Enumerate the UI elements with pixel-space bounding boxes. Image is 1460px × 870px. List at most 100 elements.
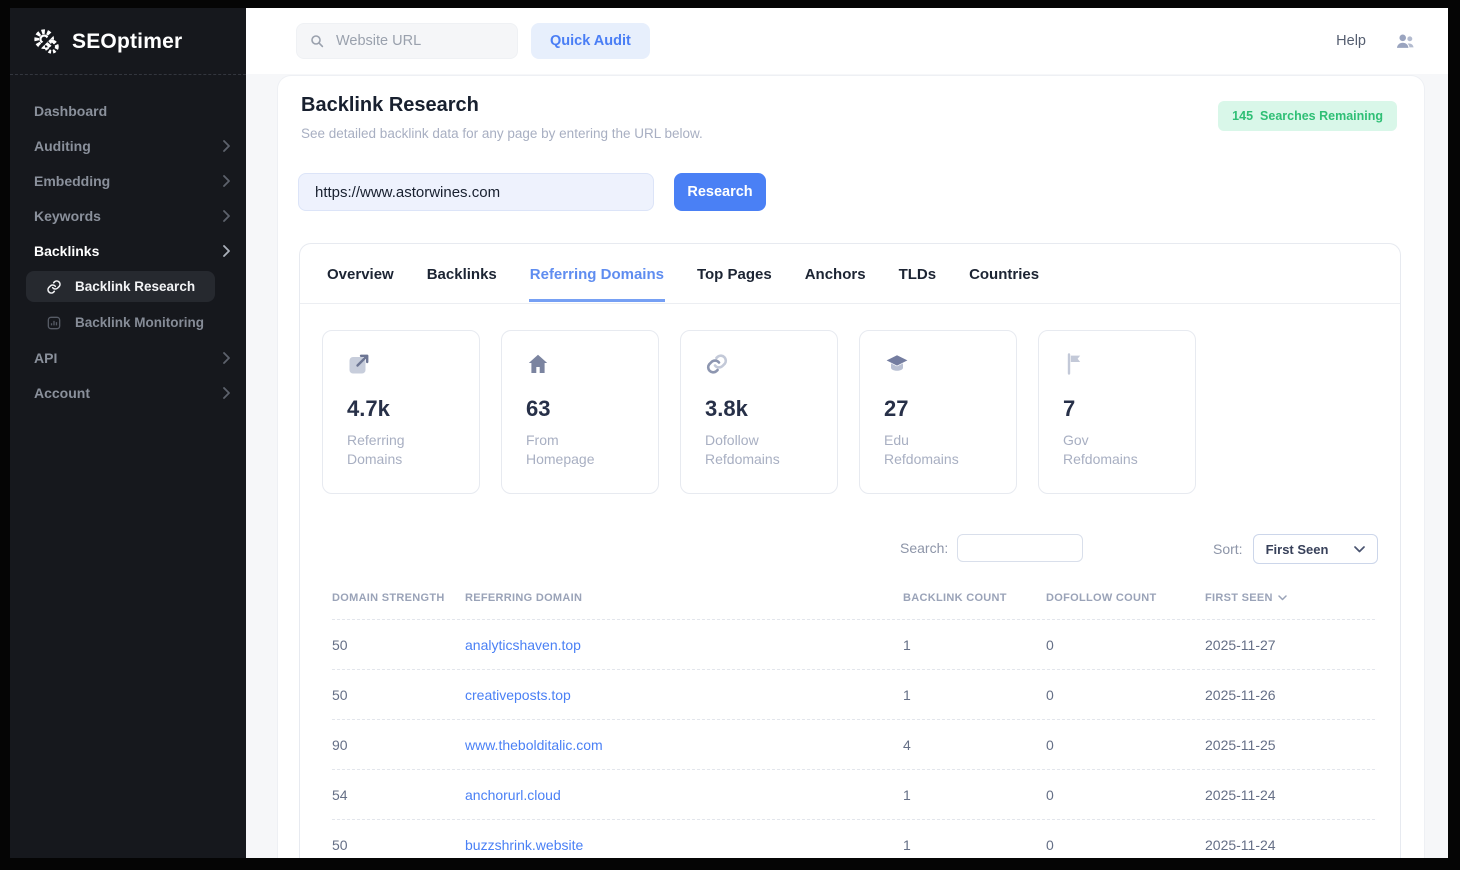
domain-strength-value: 50 (332, 837, 465, 853)
app-logo[interactable]: SEOptimer (10, 8, 246, 75)
table-row: 50 analyticshaven.top 1 0 2025-11-27 (332, 620, 1375, 670)
flag-icon (1063, 352, 1185, 376)
referring-domain-link[interactable]: www.thebolditalic.com (465, 737, 603, 753)
backlink-count-value: 4 (903, 737, 1046, 753)
tabbar: Overview Backlinks Referring Domains Top… (300, 244, 1400, 304)
dofollow-count-value: 0 (1046, 687, 1205, 703)
table-search-input[interactable] (957, 534, 1083, 562)
first-seen-value: 2025-11-26 (1205, 687, 1375, 703)
chevron-right-icon (223, 245, 230, 257)
sidebar-item-backlink-research[interactable]: Backlink Research (26, 271, 215, 302)
sidebar-item-label: Backlinks (34, 243, 99, 259)
tab-backlinks[interactable]: Backlinks (426, 246, 498, 302)
content-panel: Backlink Research See detailed backlink … (277, 75, 1425, 858)
sidebar-subitem-label: Backlink Monitoring (75, 315, 204, 330)
sidebar: SEOptimer Dashboard Auditing Embedding K… (10, 8, 246, 858)
stat-label: GovRefdomains (1063, 431, 1185, 469)
dofollow-count-value: 0 (1046, 837, 1205, 853)
sort-label: Sort: (1213, 541, 1243, 557)
referring-domain-link[interactable]: analyticshaven.top (465, 637, 581, 653)
searches-count: 145 (1232, 109, 1253, 123)
chevron-right-icon (223, 352, 230, 364)
sidebar-item-dashboard[interactable]: Dashboard (34, 93, 230, 128)
domain-strength-value: 90 (332, 737, 465, 753)
sidebar-item-embedding[interactable]: Embedding (34, 163, 230, 198)
tab-referring-domains[interactable]: Referring Domains (529, 246, 665, 302)
research-url-input[interactable] (298, 173, 654, 211)
first-seen-value: 2025-11-25 (1205, 737, 1375, 753)
topbar: Quick Audit Help (246, 8, 1448, 74)
col-referring-domain: REFERRING DOMAIN (465, 592, 903, 604)
dofollow-count-value: 0 (1046, 787, 1205, 803)
referring-domain-link[interactable]: creativeposts.top (465, 687, 571, 703)
help-link[interactable]: Help (1336, 33, 1366, 49)
tab-tlds[interactable]: TLDs (898, 246, 938, 302)
stat-label: EduRefdomains (884, 431, 1006, 469)
home-icon (526, 352, 648, 376)
app-name: SEOptimer (72, 30, 182, 54)
stat-label: FromHomepage (526, 431, 648, 469)
page-title: Backlink Research (301, 94, 479, 117)
stat-dofollow-refdomains: 3.8k DofollowRefdomains (680, 330, 838, 494)
seoptimer-gear-icon (32, 27, 62, 57)
research-url-row: Research (298, 173, 766, 211)
first-seen-value: 2025-11-24 (1205, 787, 1375, 803)
table-controls: Search: Sort: First Seen (300, 534, 1400, 564)
col-domain-strength: DOMAIN STRENGTH (332, 592, 465, 604)
backlink-count-value: 1 (903, 687, 1046, 703)
stat-referring-domains: 4.7k ReferringDomains (322, 330, 480, 494)
sidebar-item-backlinks[interactable]: Backlinks (34, 233, 230, 268)
research-button[interactable]: Research (674, 173, 766, 211)
stat-edu-refdomains: 27 EduRefdomains (859, 330, 1017, 494)
sidebar-item-label: Auditing (34, 138, 91, 154)
page-subtitle: See detailed backlink data for any page … (301, 126, 703, 141)
chart-monitor-icon (46, 315, 62, 331)
table-row: 50 buzzshrink.website 1 0 2025-11-24 (332, 820, 1375, 858)
tab-anchors[interactable]: Anchors (804, 246, 867, 302)
website-url-input[interactable] (334, 32, 505, 50)
first-seen-value: 2025-11-27 (1205, 637, 1375, 653)
domain-strength-value: 50 (332, 687, 465, 703)
sidebar-nav: Dashboard Auditing Embedding Keywords Ba… (10, 75, 246, 410)
sidebar-item-backlink-monitoring[interactable]: Backlink Monitoring (26, 305, 230, 340)
referring-domains-table: DOMAIN STRENGTH REFERRING DOMAIN BACKLIN… (332, 592, 1375, 858)
sidebar-item-auditing[interactable]: Auditing (34, 128, 230, 163)
stat-value: 63 (526, 396, 648, 422)
chevron-right-icon (223, 387, 230, 399)
stats-row: 4.7k ReferringDomains 63 F (322, 330, 1400, 494)
col-first-seen[interactable]: FIRST SEEN (1205, 592, 1375, 604)
website-url-searchbox[interactable] (296, 23, 518, 59)
domain-strength-value: 50 (332, 637, 465, 653)
quick-audit-button[interactable]: Quick Audit (531, 23, 650, 59)
chevron-right-icon (223, 175, 230, 187)
tab-overview[interactable]: Overview (326, 246, 395, 302)
chevron-right-icon (223, 140, 230, 152)
sort-select[interactable]: First Seen (1253, 534, 1378, 564)
searches-label: Searches Remaining (1260, 109, 1383, 123)
chevron-right-icon (223, 210, 230, 222)
stat-value: 3.8k (705, 396, 827, 422)
sidebar-item-account[interactable]: Account (34, 375, 230, 410)
sidebar-item-api[interactable]: API (34, 340, 230, 375)
topbar-right: Help (1336, 31, 1416, 51)
search-label: Search: (900, 540, 948, 556)
dofollow-count-value: 0 (1046, 737, 1205, 753)
sidebar-item-label: API (34, 350, 57, 366)
stat-gov-refdomains: 7 GovRefdomains (1038, 330, 1196, 494)
sort-chevron-down-icon (1278, 595, 1287, 601)
referring-domain-link[interactable]: buzzshrink.website (465, 837, 583, 853)
link-icon (46, 279, 62, 295)
referring-domain-link[interactable]: anchorurl.cloud (465, 787, 561, 803)
table-row: 54 anchorurl.cloud 1 0 2025-11-24 (332, 770, 1375, 820)
main-area: Quick Audit Help Backlink Research See d… (246, 8, 1448, 858)
sidebar-item-keywords[interactable]: Keywords (34, 198, 230, 233)
col-dofollow-count: DOFOLLOW COUNT (1046, 592, 1205, 604)
user-account-icon[interactable] (1394, 31, 1416, 51)
tab-top-pages[interactable]: Top Pages (696, 246, 773, 302)
link-icon (705, 352, 827, 376)
table-header-row: DOMAIN STRENGTH REFERRING DOMAIN BACKLIN… (332, 592, 1375, 620)
stat-value: 4.7k (347, 396, 469, 422)
table-sort-group: Sort: First Seen (1213, 534, 1378, 564)
searches-remaining-badge: 145 Searches Remaining (1218, 101, 1397, 131)
tab-countries[interactable]: Countries (968, 246, 1040, 302)
